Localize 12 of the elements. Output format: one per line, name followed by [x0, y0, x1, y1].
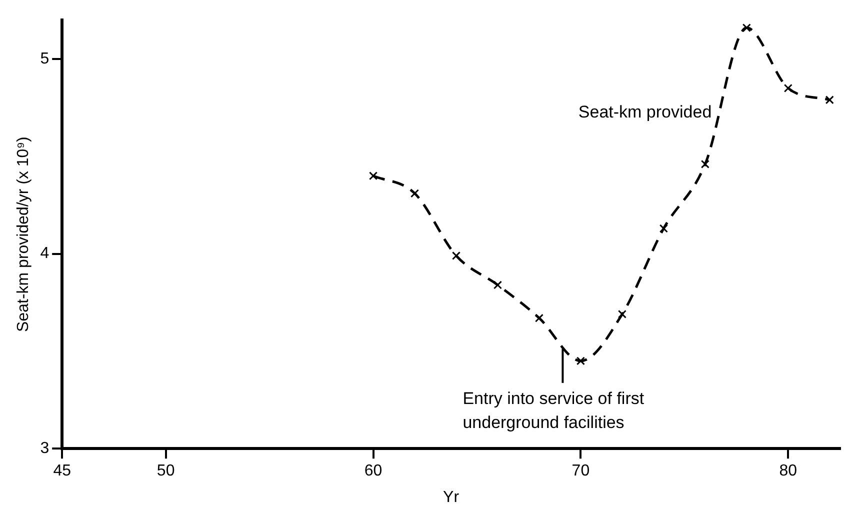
x-tick-label: 50 — [156, 462, 175, 480]
x-tick-label: 80 — [779, 462, 798, 480]
y-tick-label: 3 — [40, 440, 50, 458]
x-axis-title: Yr — [443, 488, 460, 506]
y-axis-title: Seat-km provided/yr (x 10⁹) — [15, 136, 32, 332]
x-tick-label: 70 — [572, 462, 590, 480]
annotation: Entry into service of first underground facilities — [462, 389, 644, 432]
y-tick-label: 4 — [40, 245, 50, 262]
x-tick-label: 60 — [364, 462, 382, 480]
x-tick-label: 45 — [53, 462, 72, 480]
series-label: Seat-km provided — [578, 102, 712, 122]
y-tick-label: 5 — [40, 50, 50, 68]
